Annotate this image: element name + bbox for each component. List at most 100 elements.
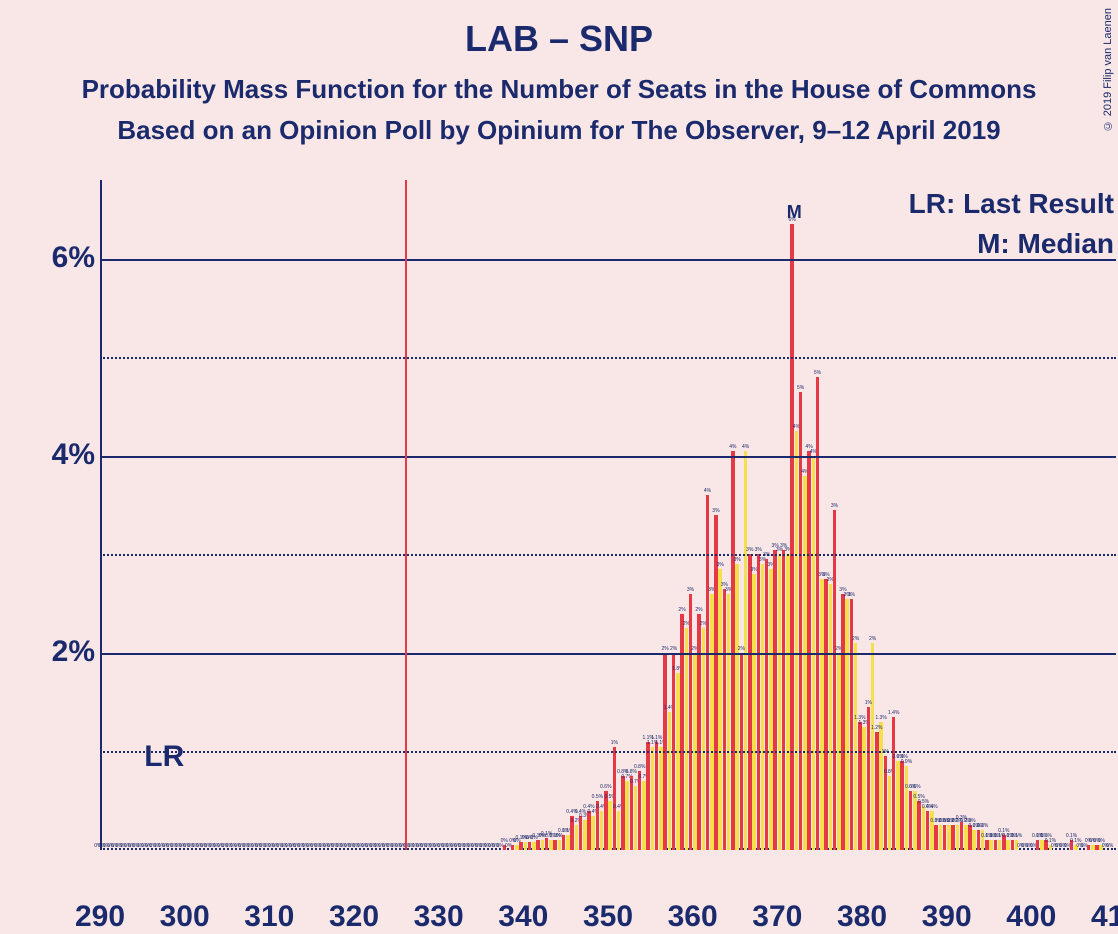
y-tick-label: 4% [40, 438, 95, 472]
bar-value-label-a: 1.4% [888, 710, 899, 716]
x-tick-label: 300 [155, 900, 215, 934]
bar-series-b [718, 569, 722, 850]
bar-value-label-a: 3% [687, 587, 694, 593]
bar-series-b [998, 840, 1002, 850]
bar-series-b [905, 766, 909, 850]
bar-series-a [960, 822, 964, 850]
bar-series-b [676, 673, 680, 850]
bar-series-b [625, 781, 629, 850]
bar-value-label-a: 2% [678, 607, 685, 613]
bar-value-label-a: 2% [738, 646, 745, 652]
x-tick-label: 400 [1001, 900, 1061, 934]
bar-series-b [617, 811, 621, 850]
bar-series-a [917, 801, 921, 850]
bar-series-b [710, 594, 714, 850]
x-tick-label: 370 [747, 900, 807, 934]
bar-series-b [702, 628, 706, 850]
bar-series-b [862, 727, 866, 850]
gridline-solid [100, 653, 1116, 655]
bar-series-a [553, 840, 557, 850]
bar-series-a [943, 825, 947, 850]
bar-series-a [748, 554, 752, 850]
x-tick-label: 310 [239, 900, 299, 934]
bar-value-label-a: 1% [865, 700, 872, 706]
bar-series-a [579, 816, 583, 850]
bar-value-label-a: 0.6% [600, 784, 611, 790]
x-tick-label: 380 [832, 900, 892, 934]
bar-series-a [519, 842, 523, 850]
bar-series-a [841, 594, 845, 850]
bar-series-b [879, 722, 883, 850]
bar-series-b [591, 816, 595, 850]
bar-series-b [752, 574, 756, 850]
bar-series-a [638, 771, 642, 850]
bar-series-a [536, 840, 540, 850]
bar-series-a [646, 742, 650, 850]
legend-m: M: Median [977, 228, 1114, 260]
bar-value-label-b: 0.2% [977, 823, 988, 829]
median-marker: M [787, 202, 802, 223]
bar-series-b [668, 712, 672, 850]
bar-series-b [845, 599, 849, 850]
bar-series-b [642, 781, 646, 850]
bar-series-b [786, 554, 790, 850]
bar-series-a [680, 614, 684, 850]
x-tick-label: 410 [1086, 900, 1118, 934]
bar-series-b [989, 840, 993, 850]
gridline-dotted [100, 357, 1116, 359]
bar-series-a [867, 707, 871, 850]
bar-series-a [900, 761, 904, 850]
bar-series-a [994, 840, 998, 850]
bar-series-b [651, 747, 655, 850]
bar-series-a [773, 550, 777, 851]
bar-series-a [630, 776, 634, 850]
chart-subtitle-2: Based on an Opinion Poll by Opinium for … [0, 115, 1118, 146]
bar-series-b [769, 569, 773, 850]
bar-series-b [761, 564, 765, 850]
bar-value-label-a: 4% [729, 444, 736, 450]
bar-series-b [541, 840, 545, 850]
bar-value-label-b: 2% [852, 636, 859, 642]
bar-series-b [608, 801, 612, 850]
bar-series-b [1040, 840, 1044, 850]
chart-title: LAB – SNP [0, 0, 1118, 60]
bar-series-a [731, 451, 735, 850]
bar-value-label-a: 1.2% [871, 725, 882, 731]
bar-series-b [1091, 845, 1095, 850]
bar-series-a [926, 811, 930, 850]
bar-series-a [858, 722, 862, 850]
bar-series-b [566, 835, 570, 850]
bar-series-a [621, 776, 625, 850]
gridline-dotted [100, 554, 1116, 556]
bar-series-a [816, 377, 820, 850]
bar-value-label-b: 0% [1106, 843, 1113, 849]
bar-series-a [587, 811, 591, 850]
bar-value-label-a: 3% [848, 592, 855, 598]
bar-series-b [854, 643, 858, 850]
x-tick-label: 320 [324, 900, 384, 934]
chart-area: 0%0%0%0%0%0%0%0%0%0%0%0%0%0%0%0%0%0%0%0%… [40, 180, 1118, 894]
bar-series-a [1036, 840, 1040, 850]
bar-value-label-a: 3% [712, 508, 719, 514]
bar-series-b [532, 842, 536, 850]
bar-value-label-b: 0.4% [926, 804, 937, 810]
bar-series-b [888, 776, 892, 850]
bar-value-label-b: 2% [869, 636, 876, 642]
bar-value-label-a: 3% [746, 547, 753, 553]
bar-series-a [689, 594, 693, 850]
bar-series-b [524, 842, 528, 850]
bar-value-label-a: 4% [704, 488, 711, 494]
bar-series-b [795, 431, 799, 850]
bar-series-a [790, 224, 794, 850]
bar-value-label-b: 3% [734, 557, 741, 563]
bar-series-a [723, 589, 727, 850]
x-tick-label: 350 [578, 900, 638, 934]
bar-series-a [782, 550, 786, 851]
bar-series-a [511, 845, 515, 850]
bar-value-label-a: 0.5% [592, 794, 603, 800]
bar-series-b [549, 840, 553, 850]
lr-vertical-line [405, 180, 407, 850]
bar-series-a [799, 392, 803, 850]
bar-series-a [1095, 845, 1099, 850]
bar-series-a [697, 614, 701, 850]
